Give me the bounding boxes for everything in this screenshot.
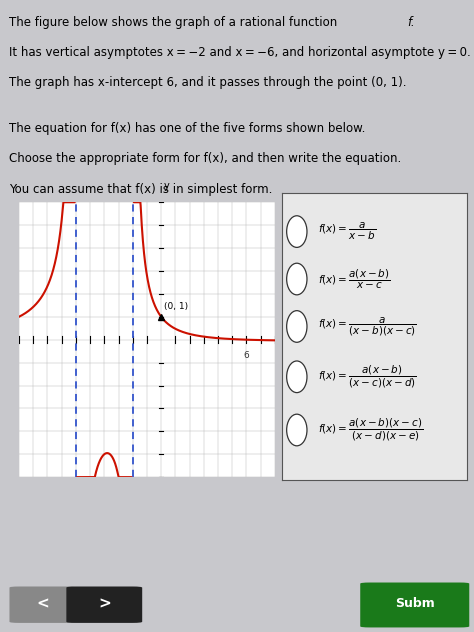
Circle shape: [287, 263, 307, 295]
Text: The graph has x-intercept 6, and it passes through the point (0, 1).: The graph has x-intercept 6, and it pass…: [9, 76, 407, 90]
FancyBboxPatch shape: [66, 586, 142, 623]
Text: x: x: [282, 326, 288, 336]
Circle shape: [287, 414, 307, 446]
Circle shape: [287, 361, 307, 392]
Text: $f(x) = \dfrac{a}{(x-b)(x-c)}$: $f(x) = \dfrac{a}{(x-b)(x-c)}$: [318, 315, 417, 337]
Text: The equation for f(x) has one of the five forms shown below.: The equation for f(x) has one of the fiv…: [9, 122, 366, 135]
Text: Choose the appropriate form for f(x), and then write the equation.: Choose the appropriate form for f(x), an…: [9, 152, 402, 166]
Text: $f(x) = \dfrac{a(x-b)}{x-c}$: $f(x) = \dfrac{a(x-b)}{x-c}$: [318, 267, 391, 291]
Text: The figure below shows the graph of a rational function: The figure below shows the graph of a ra…: [9, 16, 341, 29]
Text: 6: 6: [244, 351, 249, 360]
Text: <: <: [36, 596, 49, 611]
Text: You can assume that f(x) is in simplest form.: You can assume that f(x) is in simplest …: [9, 183, 273, 196]
FancyBboxPatch shape: [9, 586, 76, 623]
Text: $f(x) = \dfrac{a(x-b)}{(x-c)(x-d)}$: $f(x) = \dfrac{a(x-b)}{(x-c)(x-d)}$: [318, 363, 417, 390]
Text: $f(x) = \dfrac{a(x-b)(x-c)}{(x-d)(x-e)}$: $f(x) = \dfrac{a(x-b)(x-c)}{(x-d)(x-e)}$: [318, 417, 423, 443]
Text: f.: f.: [408, 16, 415, 29]
Text: Subm: Subm: [395, 597, 435, 610]
Text: y: y: [164, 181, 170, 191]
Text: (0, 1): (0, 1): [164, 302, 188, 311]
Circle shape: [287, 216, 307, 247]
Text: >: >: [98, 596, 110, 611]
Text: It has vertical asymptotes x = −2 and x = −6, and horizontal asymptote y = 0.: It has vertical asymptotes x = −2 and x …: [9, 46, 471, 59]
Circle shape: [287, 311, 307, 343]
FancyBboxPatch shape: [360, 583, 469, 628]
Text: $f(x) = \dfrac{a}{x-b}$: $f(x) = \dfrac{a}{x-b}$: [318, 221, 376, 242]
